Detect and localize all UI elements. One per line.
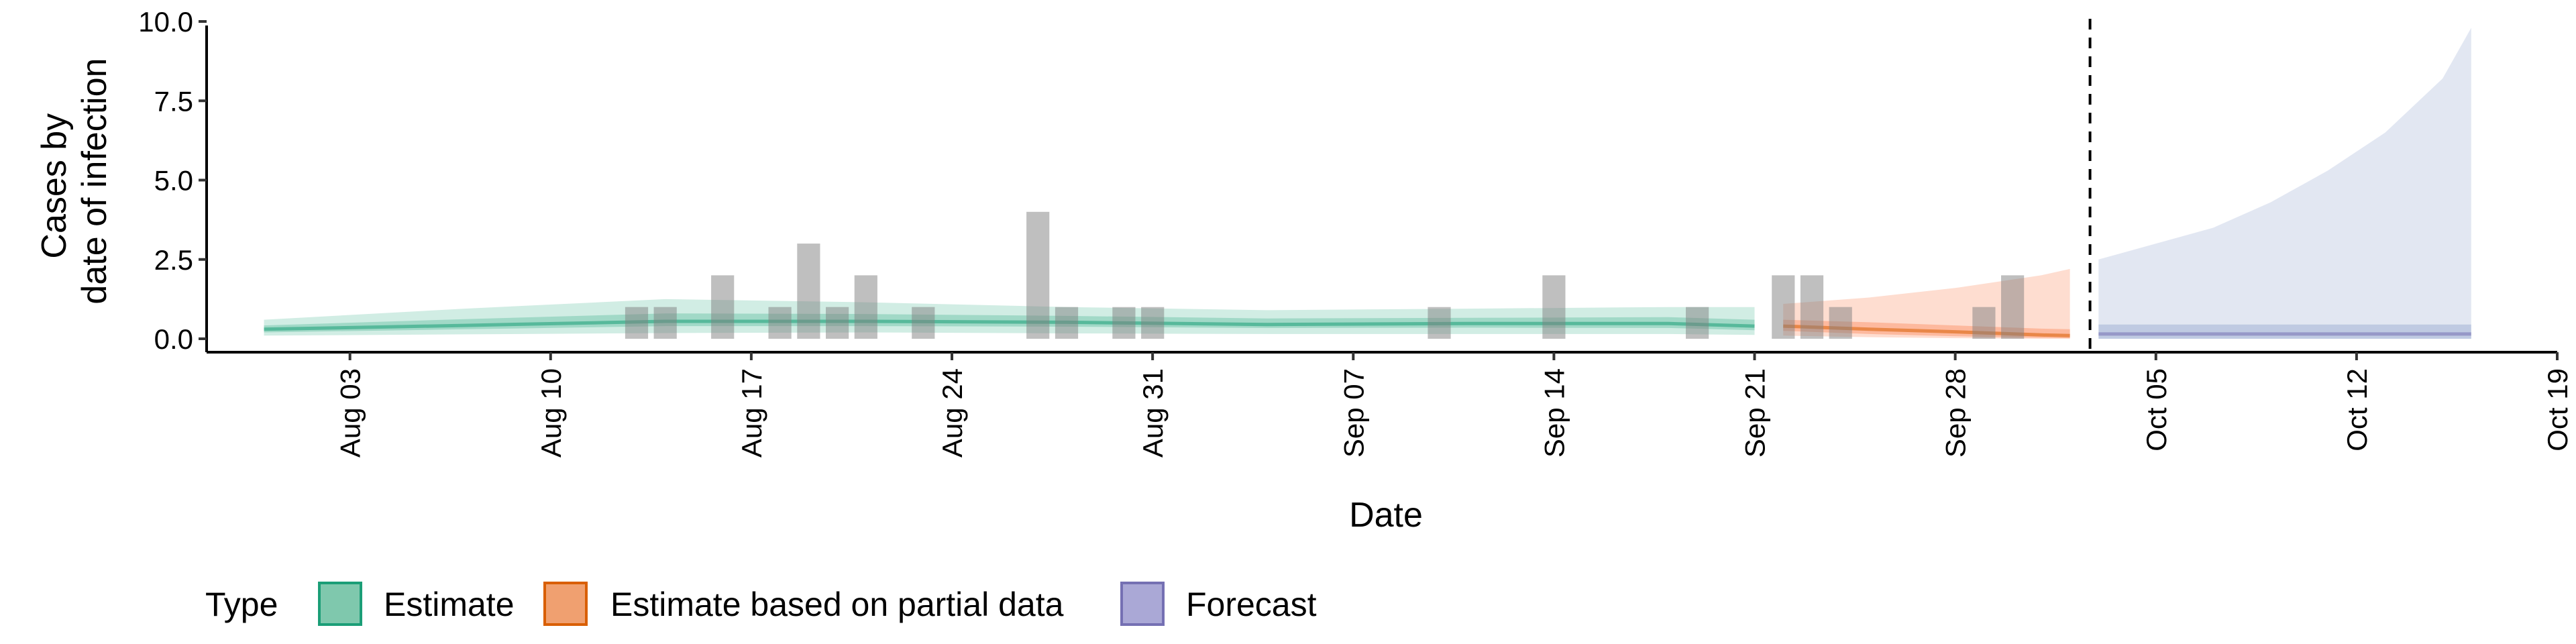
plot-area [264, 28, 2471, 339]
case-bar [1542, 275, 1566, 339]
case-bar [1428, 307, 1451, 339]
case-bar [711, 275, 735, 339]
y-tick-label: 7.5 [154, 85, 193, 117]
case-bar [1026, 211, 1050, 339]
legend-key-forecast [1120, 582, 1165, 626]
legend-label-estimate: Estimate [384, 586, 515, 623]
legend-label-forecast: Forecast [1186, 586, 1317, 623]
case-bar [912, 307, 935, 339]
case-bar [2001, 275, 2025, 339]
x-tick-label: Aug 24 [936, 368, 968, 458]
y-axis-title-line-2: date of infection [75, 58, 114, 304]
y-tick-label: 0.0 [154, 323, 193, 355]
legend-key-partial [543, 582, 588, 626]
legend-key-estimate [318, 582, 362, 626]
case-bar [826, 307, 849, 339]
legend-title: Type [205, 586, 278, 623]
y-tick-label: 10.0 [138, 6, 193, 38]
x-tick-label: Sep 28 [1940, 368, 1972, 458]
x-tick-label: Aug 10 [535, 368, 567, 458]
x-tick-label: Sep 07 [1338, 368, 1369, 458]
case-bar [653, 307, 677, 339]
x-tick-label: Aug 31 [1137, 368, 1169, 458]
case-bar [1972, 307, 1996, 339]
legend: Type Estimate Estimate based on partial … [205, 582, 1317, 626]
case-bar [625, 307, 649, 339]
y-axis-title-line-1: Cases by [35, 113, 74, 259]
case-bar [1112, 307, 1136, 339]
case-bar [1829, 307, 1852, 339]
x-tick-label: Sep 14 [1538, 368, 1570, 458]
case-bar [1055, 307, 1079, 339]
x-tick-label: Aug 03 [335, 368, 366, 458]
legend-label-partial: Estimate based on partial data [610, 586, 1064, 623]
x-tick-label: Oct 19 [2542, 368, 2573, 451]
case-bar [797, 244, 820, 339]
forecast-inner-band [2098, 324, 2471, 339]
forecast-outer-band [2098, 28, 2471, 339]
case-bar [768, 307, 792, 339]
axes: 0.0 2.5 5.0 7.5 10.0 Aug 03 Aug 10 Aug 17 Aug 24… [138, 6, 2573, 458]
case-bar [1772, 275, 1795, 339]
case-bar [854, 275, 877, 339]
x-tick-label: Oct 12 [2341, 368, 2373, 451]
partial-outer-band [1783, 268, 2070, 339]
y-tick-label: 2.5 [154, 244, 193, 276]
x-axis-title: Date [1349, 496, 1423, 535]
y-tick-label: 5.0 [154, 165, 193, 197]
case-bar [1800, 275, 1824, 339]
x-tick-label: Sep 21 [1739, 368, 1771, 458]
case-bar [1686, 307, 1709, 339]
case-bar [1141, 307, 1165, 339]
x-tick-label: Oct 05 [2141, 368, 2172, 451]
x-tick-label: Aug 17 [736, 368, 767, 458]
y-axis-title: Cases by date of infection [35, 58, 114, 304]
